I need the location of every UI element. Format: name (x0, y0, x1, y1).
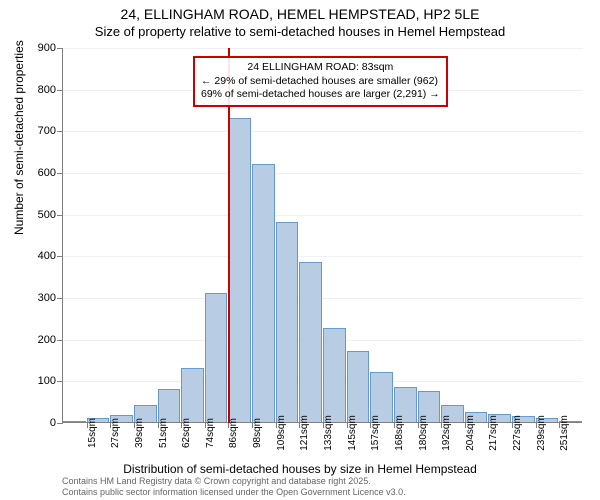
y-tick (57, 340, 63, 341)
histogram-bar (205, 293, 228, 422)
x-tick-label: 98sqm (252, 418, 263, 448)
y-tick (57, 215, 63, 216)
histogram-bar (347, 351, 370, 422)
y-tick-label: 600 (38, 167, 56, 179)
legend-larger: 69% of semi-detached houses are larger (… (201, 88, 440, 102)
x-tick-label: 27sqm (110, 418, 121, 448)
x-tick-label: 227sqm (512, 415, 523, 451)
y-gridline (63, 298, 583, 299)
plot-area: 010020030040050060070080090015sqm27sqm39… (62, 48, 582, 423)
y-gridline (63, 173, 583, 174)
footer-line1: Contains HM Land Registry data © Crown c… (62, 476, 406, 487)
y-gridline (63, 131, 583, 132)
x-tick-label: 15sqm (87, 418, 98, 448)
legend-box: 24 ELLINGHAM ROAD: 83sqm← 29% of semi-de… (193, 56, 448, 107)
y-tick-label: 100 (38, 375, 56, 387)
footer-attribution: Contains HM Land Registry data © Crown c… (62, 476, 406, 498)
histogram-bar (252, 164, 275, 422)
histogram-bar (323, 328, 346, 422)
x-tick-label: 133sqm (323, 415, 334, 451)
y-tick-label: 400 (38, 250, 56, 262)
x-tick-label: 217sqm (488, 415, 499, 451)
x-tick-label: 121sqm (299, 415, 310, 451)
x-tick-label: 39sqm (134, 418, 145, 448)
y-tick-label: 500 (38, 209, 56, 221)
histogram-bar (63, 421, 86, 422)
x-tick-label: 251sqm (559, 415, 570, 451)
y-tick-label: 0 (50, 417, 56, 429)
x-tick-label: 51sqm (158, 418, 169, 448)
y-tick (57, 131, 63, 132)
y-axis-label: Number of semi-detached properties (12, 40, 26, 235)
histogram-bar (299, 262, 322, 422)
y-tick (57, 298, 63, 299)
y-tick (57, 48, 63, 49)
x-axis-label: Distribution of semi-detached houses by … (0, 462, 600, 476)
y-tick (57, 423, 63, 424)
x-tick-label: 239sqm (536, 415, 547, 451)
chart-title-sub: Size of property relative to semi-detach… (0, 22, 600, 39)
x-tick-label: 157sqm (370, 415, 381, 451)
histogram-bar (228, 118, 251, 422)
histogram-bar (276, 222, 299, 422)
x-tick-label: 145sqm (347, 415, 358, 451)
footer-line2: Contains public sector information licen… (62, 487, 406, 498)
legend-smaller: ← 29% of semi-detached houses are smalle… (201, 75, 440, 89)
histogram-bar (181, 368, 204, 422)
y-gridline (63, 215, 583, 216)
legend-title: 24 ELLINGHAM ROAD: 83sqm (201, 61, 440, 75)
y-tick-label: 300 (38, 292, 56, 304)
x-tick-label: 74sqm (205, 418, 216, 448)
y-gridline (63, 256, 583, 257)
x-tick-label: 62sqm (181, 418, 192, 448)
chart-title-main: 24, ELLINGHAM ROAD, HEMEL HEMPSTEAD, HP2… (0, 0, 600, 22)
y-tick (57, 90, 63, 91)
y-tick (57, 256, 63, 257)
x-tick-label: 180sqm (418, 415, 429, 451)
y-tick (57, 173, 63, 174)
x-tick-label: 168sqm (394, 415, 405, 451)
y-tick-label: 800 (38, 84, 56, 96)
y-tick-label: 900 (38, 42, 56, 54)
x-tick-label: 109sqm (276, 415, 287, 451)
y-tick-label: 200 (38, 334, 56, 346)
y-tick-label: 700 (38, 125, 56, 137)
x-tick-label: 192sqm (441, 415, 452, 451)
chart-area: 010020030040050060070080090015sqm27sqm39… (62, 48, 582, 423)
y-gridline (63, 48, 583, 49)
y-tick (57, 381, 63, 382)
x-tick-label: 204sqm (465, 415, 476, 451)
